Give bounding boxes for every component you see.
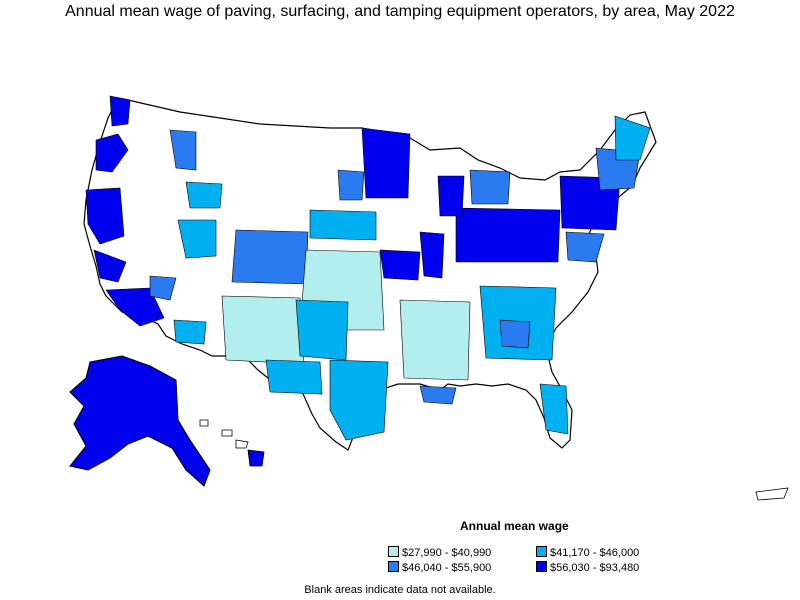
region-nm-tx (221, 295, 305, 365)
puerto-rico (755, 487, 789, 501)
region-wi (437, 175, 465, 217)
region-ut (185, 181, 223, 209)
region-mo (379, 249, 421, 281)
region-or (109, 95, 131, 127)
legend-item-4: $56,030 - $93,480 (536, 561, 639, 574)
hawaii (199, 419, 265, 467)
region-tx-e (329, 359, 389, 441)
region-id (169, 129, 197, 171)
legend-label-1: $27,990 - $40,990 (402, 547, 492, 559)
region-n-ca (85, 187, 125, 245)
region-co (231, 229, 309, 285)
region-nv (177, 219, 217, 259)
legend-swatch-4 (536, 561, 547, 572)
region-mi (469, 169, 511, 205)
region-il (419, 231, 445, 279)
region-tx-c (295, 299, 349, 361)
region-nj-md (565, 231, 605, 263)
region-mn (361, 127, 411, 199)
blank-areas-note: Blank areas indicate data not available. (304, 584, 496, 596)
region-se-light (399, 299, 471, 381)
region-fl (539, 383, 569, 435)
legend-label-3: $46,040 - $55,900 (402, 562, 492, 574)
region-wa-coast (95, 133, 129, 173)
legend-swatch-3 (388, 561, 399, 572)
region-la (419, 385, 457, 405)
region-s-ca (105, 287, 165, 327)
region-az-b (149, 275, 177, 301)
alaska (69, 355, 211, 487)
legend-swatch-1 (388, 546, 399, 557)
map-title: Annual mean wage of paving, surfacing, a… (65, 3, 735, 20)
region-nd (337, 169, 365, 201)
legend-title: Annual mean wage (460, 519, 569, 533)
region-tx-w (265, 359, 323, 395)
legend-label-2: $41,170 - $46,000 (550, 547, 640, 559)
legend-item-3: $46,040 - $55,900 (388, 561, 491, 574)
legend-swatch-2 (536, 546, 547, 557)
region-az (173, 319, 207, 345)
legend-item-1: $27,990 - $40,990 (388, 546, 491, 559)
wage-regions (85, 95, 651, 441)
region-maine (614, 115, 651, 161)
region-ca-mid (93, 249, 127, 283)
region-in-oh (455, 207, 561, 263)
legend-label-4: $56,030 - $93,480 (550, 562, 640, 574)
region-ga (499, 319, 531, 349)
legend-item-2: $41,170 - $46,000 (536, 546, 639, 559)
region-ne (309, 209, 377, 241)
